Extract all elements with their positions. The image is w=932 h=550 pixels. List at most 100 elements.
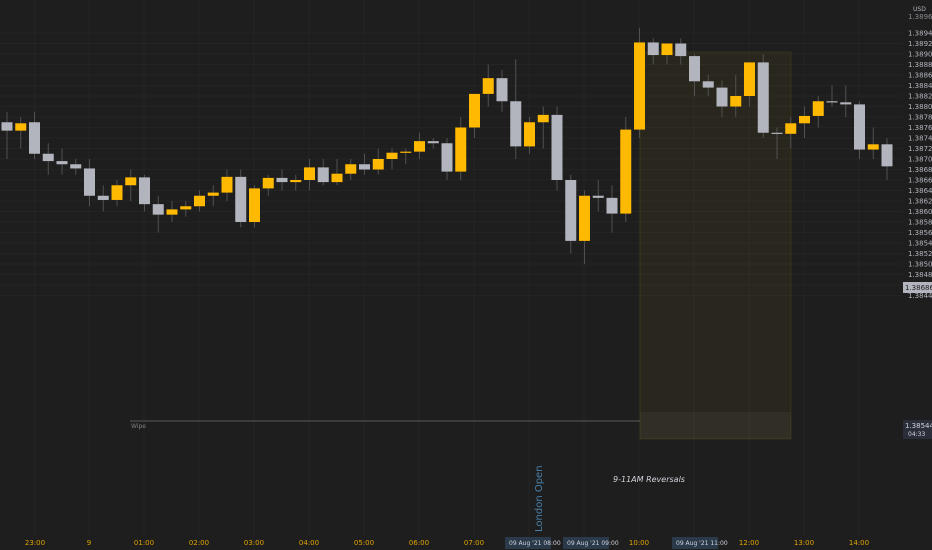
candle [235,169,247,228]
candle-body [537,114,549,123]
candle [812,96,824,128]
candle-body [262,177,274,189]
price-label-upper: 1.38686 [903,282,932,293]
time-highlight-11-label: 09 Aug '21 11:00 [676,540,728,547]
candle [702,75,714,96]
price-tick-label: 1.38560 [908,229,932,237]
candle-body [194,195,205,207]
price-tick-label: 1.38680 [908,166,932,174]
candle [675,38,687,65]
candle [152,195,164,233]
candle-body [304,167,315,180]
candle-body [840,102,852,105]
candle-body [661,43,673,56]
candle-body [702,81,714,88]
candle [634,27,645,138]
countdown-text: 04:33 [908,431,925,438]
price-tick-label: 1.38480 [908,271,932,279]
time-tick-label: 06:00 [409,539,429,547]
price-tick-label: 1.38900 [908,51,932,59]
candle [70,159,82,175]
candle-body [290,180,302,183]
price-tick-label: 1.38540 [908,240,932,248]
price-tick-label: 1.38440 [908,292,932,300]
candle-body [235,176,247,222]
candle-body [441,143,453,172]
candle-body [70,164,82,169]
candle [661,43,673,65]
candle-body [689,56,700,82]
candle [606,185,618,233]
candle [276,169,288,191]
candle-body [29,122,40,154]
candle-body [799,115,810,124]
time-tick-label: 10:00 [629,539,649,547]
candle [647,38,659,65]
candle-body [565,180,577,241]
price-tick-label: 1.38860 [908,72,932,80]
candle [744,62,755,107]
candle [881,138,893,180]
candle-body [510,101,522,147]
candle-body [56,161,68,165]
candle [441,138,453,180]
time-highlight-08: 09 Aug '21 08:00 [505,537,561,549]
candle-body [152,204,164,215]
price-tick-label: 1.38600 [908,208,932,216]
candle [262,174,274,196]
candle [785,117,797,149]
price-tick-label: 1.38520 [908,250,932,258]
candle-body [634,42,645,130]
candle [194,190,205,212]
time-highlight-09-label: 09 Aug '21 09:00 [567,540,619,547]
candle [400,148,412,165]
candle-body [867,144,879,150]
price-tick-label: 1.38940 [908,30,932,38]
price-tick-label: 1.38920 [908,40,932,48]
candle [290,174,302,191]
candle [249,185,260,228]
time-highlight-11: 09 Aug '21 11:00 [672,537,728,549]
candle [221,169,233,201]
candle [510,59,522,159]
candle [867,127,879,159]
candle [730,75,742,117]
time-tick-label: 9 [87,539,91,547]
candle-body [482,78,494,94]
candle [551,106,563,191]
candle-body [221,176,233,193]
candle-body [345,164,357,174]
candle-body [647,42,659,56]
price-tick-label: 1.38700 [908,156,932,164]
candle [111,180,123,207]
candle [331,159,343,186]
candle-body [372,159,384,170]
candle [799,106,810,138]
london-open-label: London Open [534,465,545,532]
price-tick-top-partial: 1.38960 [908,13,932,21]
candle-body [84,168,95,196]
candles [1,27,893,264]
reversals-label: 9-11AM Reversals [613,475,685,484]
candle [592,180,604,212]
time-tick-label: 03:00 [244,539,264,547]
candle-body [331,173,343,183]
candle-body [207,192,219,196]
candle [304,159,315,191]
candle-body [111,185,123,200]
candle [166,201,178,222]
price-axis-background [902,0,932,550]
price-tick-label: 1.38620 [908,198,932,206]
candle-body [1,122,13,131]
candle [716,80,728,117]
candle [826,85,838,107]
price-tick-label: 1.38580 [908,219,932,227]
candle-body [757,62,769,133]
price-tick-label: 1.38720 [908,145,932,153]
candle [840,85,852,117]
candle-body [427,141,439,144]
time-tick-label: 23:00 [25,539,45,547]
time-highlight-08-label: 09 Aug '21 08:00 [509,540,561,547]
candle [771,127,783,159]
